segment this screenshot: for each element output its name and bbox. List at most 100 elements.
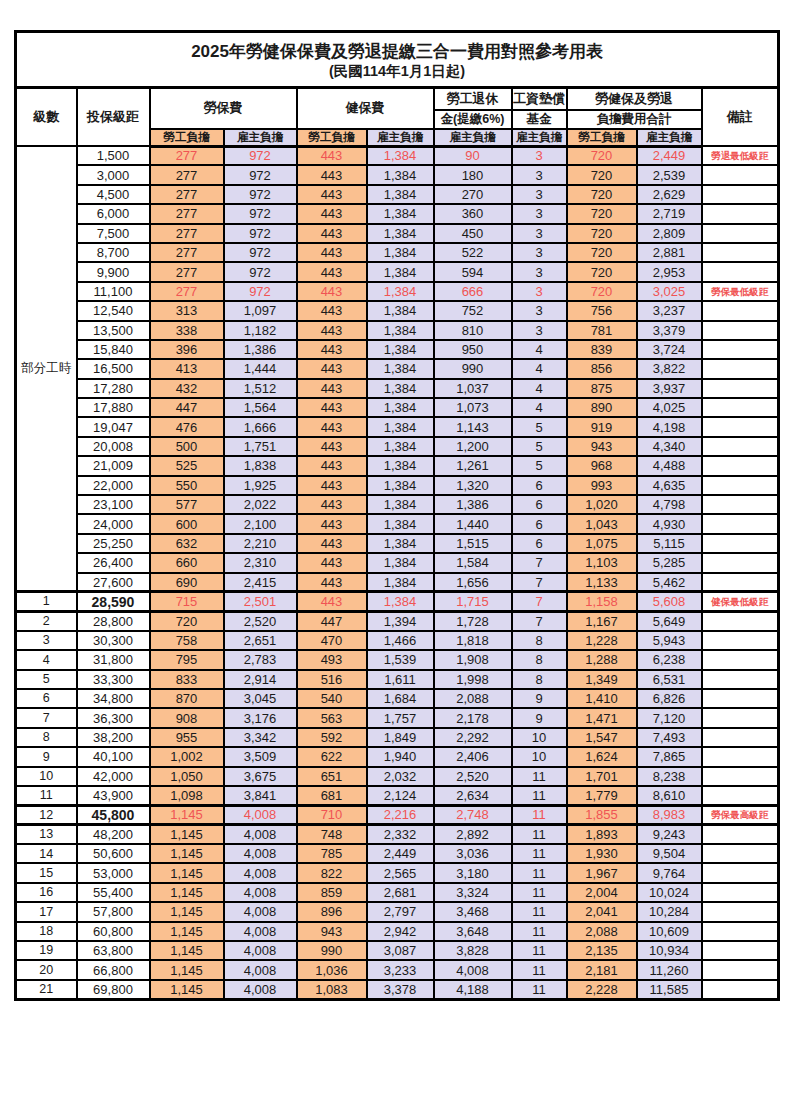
level-cell: 18	[16, 922, 77, 941]
fee-cell: 180	[434, 165, 512, 184]
table-row: 1553,0001,1454,0088222,5653,180111,9679,…	[16, 863, 779, 882]
table-row: 11,1002779724431,38466637203,025勞保最低級距	[16, 282, 779, 301]
fee-cell: 2,100	[224, 514, 297, 533]
fee-cell: 443	[297, 417, 367, 436]
fee-cell: 4,635	[637, 476, 702, 495]
remark-cell: 勞保最高級距	[702, 805, 779, 824]
salary-cell: 53,000	[77, 863, 150, 882]
fee-cell: 4,198	[637, 417, 702, 436]
table-row: 736,3009083,1765631,7572,17891,4717,120	[16, 708, 779, 727]
fee-cell: 3,176	[224, 708, 297, 727]
fee-cell: 2,520	[434, 767, 512, 786]
fee-cell: 1,666	[224, 417, 297, 436]
fee-cell: 3,233	[367, 960, 434, 979]
fee-cell: 943	[297, 922, 367, 941]
table-row: 1963,8001,1454,0089903,0873,828112,13510…	[16, 941, 779, 960]
level-cell: 4	[16, 650, 77, 669]
fee-cell: 493	[297, 650, 367, 669]
table-row: 12,5403131,0974431,38475237563,237	[16, 301, 779, 320]
fee-cell: 11,585	[637, 980, 702, 999]
salary-cell: 42,000	[77, 767, 150, 786]
fee-cell: 4	[512, 340, 567, 359]
table-row: 533,3008332,9145161,6111,99881,3496,531	[16, 670, 779, 689]
fee-cell: 1,384	[367, 359, 434, 378]
fee-cell: 2,088	[434, 689, 512, 708]
fee-cell: 600	[150, 514, 224, 533]
remark-cell	[702, 767, 779, 786]
fee-cell: 2,748	[434, 805, 512, 824]
fee-cell: 2,310	[224, 553, 297, 572]
fee-cell: 1,838	[224, 456, 297, 475]
salary-cell: 36,300	[77, 708, 150, 727]
salary-cell: 11,100	[77, 282, 150, 301]
level-cell: 3	[16, 631, 77, 650]
fee-cell: 338	[150, 321, 224, 340]
fee-cell: 2,181	[567, 960, 637, 979]
fee-cell: 1,384	[367, 301, 434, 320]
remark-cell	[702, 398, 779, 417]
fee-cell: 3	[512, 185, 567, 204]
fee-cell: 6,238	[637, 650, 702, 669]
fee-cell: 720	[567, 262, 637, 281]
fee-cell: 4,008	[224, 825, 297, 844]
remark-cell	[702, 243, 779, 262]
fee-cell: 968	[567, 456, 637, 475]
fee-cell: 1,394	[367, 611, 434, 630]
table-row: 7,5002779724431,38445037202,809	[16, 224, 779, 243]
fee-cell: 1,384	[367, 262, 434, 281]
remark-cell	[702, 708, 779, 727]
fee-cell: 856	[567, 359, 637, 378]
fee-cell: 3,648	[434, 922, 512, 941]
table-row: 4,5002779724431,38427037202,629	[16, 185, 779, 204]
fee-cell: 1,611	[367, 670, 434, 689]
fee-cell: 1,384	[367, 514, 434, 533]
fee-cell: 955	[150, 728, 224, 747]
fee-table: 2025年勞健保保費及勞退提繳三合一費用對照參考用表 (民國114年1月1日起)…	[14, 30, 780, 1001]
fee-cell: 3	[512, 282, 567, 301]
fee-cell: 1,384	[367, 534, 434, 553]
fee-cell: 1,200	[434, 437, 512, 456]
fee-cell: 1,584	[434, 553, 512, 572]
fee-cell: 2,032	[367, 767, 434, 786]
table-row: 330,3007582,6514701,4661,81881,2285,943	[16, 631, 779, 650]
fee-cell: 908	[150, 708, 224, 727]
fee-cell: 443	[297, 301, 367, 320]
remark-cell	[702, 321, 779, 340]
fee-cell: 4	[512, 359, 567, 378]
fee-cell: 1,930	[567, 844, 637, 863]
fee-cell: 6	[512, 534, 567, 553]
fee-cell: 11	[512, 825, 567, 844]
fee-cell: 3,937	[637, 379, 702, 398]
fee-cell: 5	[512, 417, 567, 436]
fee-cell: 11	[512, 902, 567, 921]
col-header-remark: 備註	[702, 88, 779, 147]
subheader-health-employer: 雇主負擔	[367, 129, 434, 147]
remark-cell	[702, 359, 779, 378]
fee-cell: 443	[297, 495, 367, 514]
fee-cell: 1,564	[224, 398, 297, 417]
fee-cell: 1,386	[224, 340, 297, 359]
fee-cell: 2,520	[224, 611, 297, 630]
fee-cell: 3,378	[367, 980, 434, 999]
fee-cell: 748	[297, 825, 367, 844]
fee-cell: 758	[150, 631, 224, 650]
fee-cell: 7,493	[637, 728, 702, 747]
fee-cell: 1,967	[567, 863, 637, 882]
fee-cell: 1,020	[567, 495, 637, 514]
fee-cell: 2,629	[637, 185, 702, 204]
salary-cell: 40,100	[77, 747, 150, 766]
subheader-wage-fund-employer: 雇主負擔	[512, 129, 567, 147]
fee-cell: 443	[297, 262, 367, 281]
salary-cell: 1,500	[77, 146, 150, 165]
fee-cell: 1,384	[367, 417, 434, 436]
fee-cell: 8,983	[637, 805, 702, 824]
fee-cell: 3	[512, 262, 567, 281]
table-row: 634,8008703,0455401,6842,08891,4106,826	[16, 689, 779, 708]
table-row: 20,0085001,7514431,3841,20059434,340	[16, 437, 779, 456]
fee-cell: 443	[297, 185, 367, 204]
fee-cell: 1,384	[367, 224, 434, 243]
table-row: 3,0002779724431,38418037202,539	[16, 165, 779, 184]
subheader-health-worker: 勞工負擔	[297, 129, 367, 147]
fee-cell: 3,180	[434, 863, 512, 882]
fee-cell: 1,145	[150, 960, 224, 979]
